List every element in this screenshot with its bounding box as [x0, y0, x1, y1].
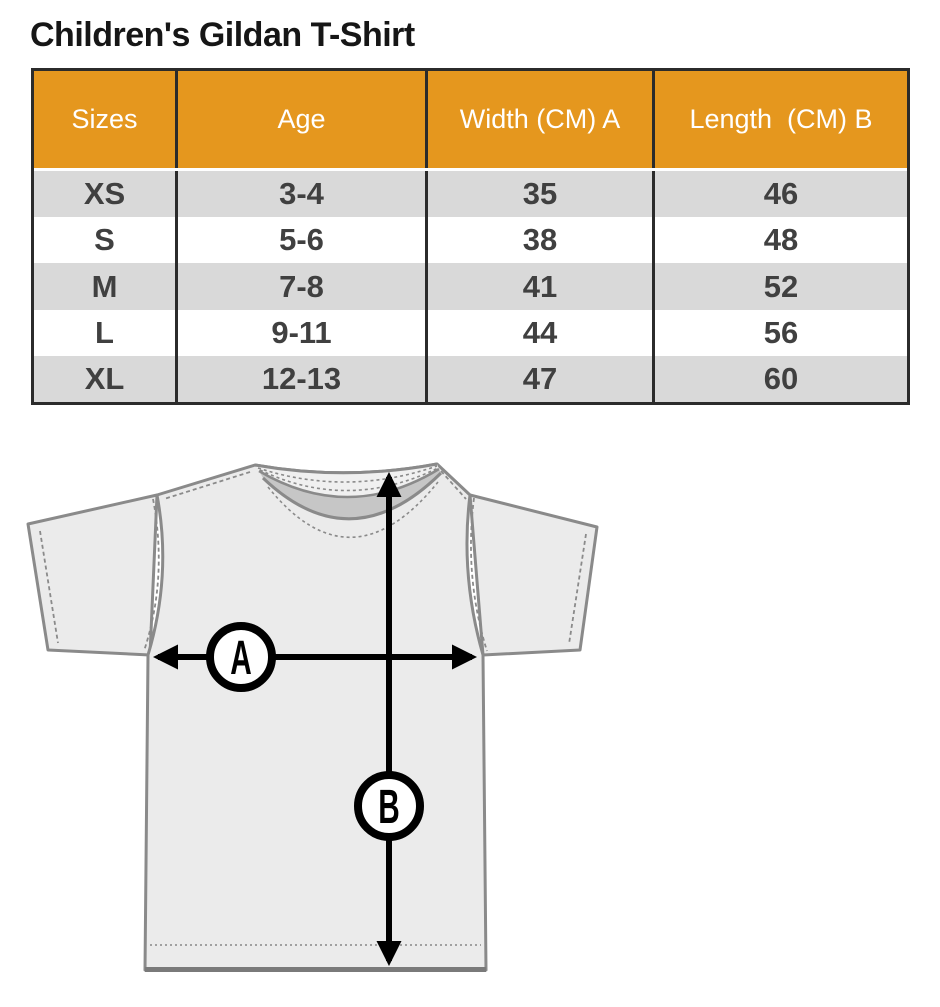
- cell-length: 46: [763, 176, 799, 212]
- cell-width: 38: [428, 217, 655, 264]
- right-armhole-stitch: [470, 497, 488, 652]
- cell-age: 12-13: [178, 355, 428, 403]
- collar-band-stitch-1: [257, 465, 438, 483]
- tshirt-body: [143, 462, 488, 972]
- cell-length: 56: [763, 314, 799, 350]
- size-table: Sizes Age Width (CM) A Length (CM) B XS …: [31, 68, 910, 405]
- cell-size: M: [34, 263, 178, 310]
- table-row-l: L 9-11 44 56: [34, 309, 907, 356]
- right-sleeve-hem-stitch: [568, 533, 587, 645]
- left-sleeve: [26, 493, 159, 657]
- collar-band-stitch-2: [259, 467, 439, 492]
- front-neckline: [261, 471, 443, 521]
- cell-size: XL: [34, 355, 178, 403]
- cell-length: 60: [763, 360, 799, 396]
- size-table-header: Sizes Age Width (CM) A Length (CM) B: [34, 71, 907, 171]
- cell-width: 35: [428, 171, 655, 218]
- cell-age: 9-11: [178, 309, 428, 356]
- table-row-xl: XL 12-13 47 60: [34, 355, 907, 403]
- cell-width: 44: [428, 309, 655, 356]
- neckline-stitch: [267, 481, 439, 539]
- table-row-s: S 5-6 38 48: [34, 217, 907, 264]
- cell-age: 3-4: [178, 171, 428, 218]
- cell-width: 47: [428, 355, 655, 403]
- right-sleeve: [468, 493, 599, 657]
- header-cell-age: Age: [178, 71, 428, 168]
- cell-size: L: [34, 309, 178, 356]
- table-row-xs: XS 3-4 35 46: [34, 171, 907, 218]
- cell-age: 5-6: [178, 217, 428, 264]
- table-row-m: M 7-8 41 52: [34, 263, 907, 310]
- cell-length: 48: [763, 222, 799, 258]
- width-label-badge: [206, 622, 276, 692]
- header-cell-length: Length (CM) B: [689, 104, 873, 134]
- header-cell-sizes: Sizes: [34, 71, 178, 168]
- header-cell-width: Width (CM) A: [428, 71, 655, 168]
- right-shoulder-stitch: [440, 470, 467, 500]
- collar-top-edge: [254, 462, 438, 475]
- cell-length: 52: [763, 268, 799, 304]
- length-label: B: [378, 781, 399, 834]
- width-label: A: [230, 632, 251, 685]
- page-title: Children's Gildan T-Shirt: [30, 16, 415, 54]
- left-sleeve-hem-stitch: [39, 530, 59, 644]
- cell-size: XS: [34, 171, 178, 218]
- left-armhole-stitch: [143, 498, 160, 652]
- collar-band-bottom-edge: [258, 467, 440, 499]
- length-label-badge: [354, 771, 424, 841]
- cell-width: 41: [428, 263, 655, 310]
- tshirt-measurement-diagram: A B: [0, 445, 660, 1007]
- left-shoulder-stitch: [163, 471, 251, 500]
- cell-size: S: [34, 217, 178, 264]
- cell-age: 7-8: [178, 263, 428, 310]
